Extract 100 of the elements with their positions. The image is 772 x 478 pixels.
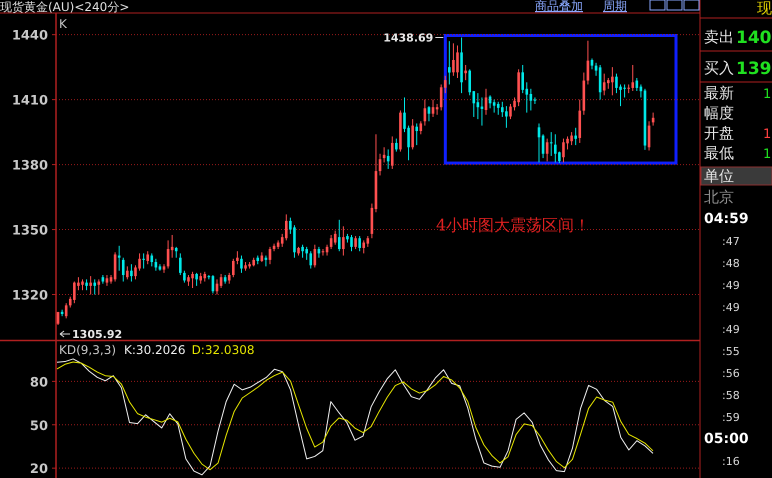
candlestick	[166, 240, 170, 270]
candlestick	[505, 106, 508, 128]
candlestick	[93, 278, 96, 296]
candlestick	[562, 138, 565, 163]
candlestick	[419, 120, 422, 135]
text: :49	[722, 279, 740, 292]
candlestick	[318, 246, 320, 258]
text: :56	[722, 367, 740, 380]
candlestick	[452, 42, 455, 76]
text: :47	[722, 235, 740, 248]
candlestick	[64, 302, 68, 319]
text: :59	[722, 411, 740, 424]
candlestick	[85, 278, 88, 291]
text: :48	[722, 257, 740, 270]
candlestick	[240, 255, 243, 274]
candlestick	[521, 64, 524, 94]
candlestick	[284, 214, 288, 241]
y-axis-title: K	[59, 17, 68, 31]
text: 1	[763, 147, 772, 162]
text: 1	[763, 127, 772, 142]
candlestick	[570, 132, 573, 146]
candlestick	[195, 272, 198, 286]
candlestick	[362, 240, 366, 254]
text: 单位	[704, 167, 734, 185]
candlestick	[378, 153, 382, 176]
candlestick	[554, 134, 557, 163]
text: 买入	[704, 59, 734, 77]
candlestick	[314, 244, 316, 268]
text: 商品叠加	[535, 0, 583, 13]
candlestick	[476, 92, 480, 120]
candlestick	[448, 40, 451, 85]
candlestick	[326, 244, 328, 256]
candlestick	[492, 99, 496, 114]
candlestick	[546, 138, 548, 162]
candlestick	[501, 101, 504, 118]
candlestick	[309, 250, 312, 270]
annotation: 1438.69	[383, 31, 434, 44]
candlestick	[236, 250, 239, 265]
candlestick	[586, 40, 590, 85]
candlestick	[530, 88, 532, 111]
text: 最新	[704, 84, 734, 102]
text: 05:00	[704, 431, 749, 447]
text: :49	[722, 323, 740, 336]
candlestick	[550, 132, 553, 156]
text: 139	[736, 59, 772, 79]
candlestick	[390, 136, 394, 170]
candlestick	[488, 94, 492, 109]
candlestick	[602, 73, 606, 96]
candlestick	[606, 77, 610, 90]
text: :49	[722, 301, 740, 314]
annotation: 4小时图大震荡区间！	[436, 215, 590, 234]
candlestick	[232, 258, 235, 278]
candlestick	[350, 234, 353, 252]
text: 幅度	[704, 104, 734, 122]
y-tick-label: 1350	[12, 224, 48, 239]
candlestick	[191, 271, 194, 289]
candlestick	[424, 99, 426, 126]
candlestick	[354, 236, 357, 250]
candlestick	[648, 120, 650, 152]
candlestick	[574, 127, 577, 146]
y-tick-label: 50	[30, 418, 48, 434]
candlestick	[440, 84, 442, 111]
candlestick	[89, 276, 92, 296]
y-tick-label: 1410	[12, 94, 48, 109]
y-tick-label: 1320	[12, 288, 48, 304]
candlestick	[590, 58, 594, 70]
candlestick	[183, 270, 186, 284]
candlestick	[386, 148, 390, 170]
candlestick	[338, 219, 341, 252]
candlestick	[432, 99, 434, 118]
candlestick	[216, 278, 218, 296]
candlestick	[456, 44, 459, 78]
candlestick	[436, 103, 438, 116]
candlestick	[538, 122, 540, 163]
annotation: 1305.92	[72, 328, 122, 342]
text: 140	[736, 28, 772, 48]
chart-title: 现货黄金(AU)<240分>	[0, 0, 130, 14]
candlestick	[631, 64, 634, 92]
text: 04:59	[704, 211, 749, 227]
candlestick	[496, 101, 500, 116]
candlestick	[142, 252, 145, 270]
y-tick-label: 20	[30, 462, 48, 478]
candlestick	[411, 118, 414, 150]
candlestick	[268, 246, 272, 265]
candlestick	[636, 77, 638, 92]
candlestick	[444, 75, 447, 94]
candlestick	[150, 252, 154, 267]
candlestick	[428, 106, 430, 122]
candlestick	[98, 278, 100, 296]
candlestick	[212, 274, 214, 294]
candlestick	[154, 258, 158, 272]
text: D:32.0308	[192, 343, 254, 357]
candlestick	[464, 64, 467, 81]
candlestick	[199, 272, 202, 284]
candlestick	[187, 274, 190, 286]
candlestick	[260, 252, 264, 263]
candlestick	[179, 252, 182, 276]
candlestick	[342, 226, 345, 256]
series-label: K:30.2026	[124, 343, 186, 357]
text: 1	[763, 87, 772, 102]
